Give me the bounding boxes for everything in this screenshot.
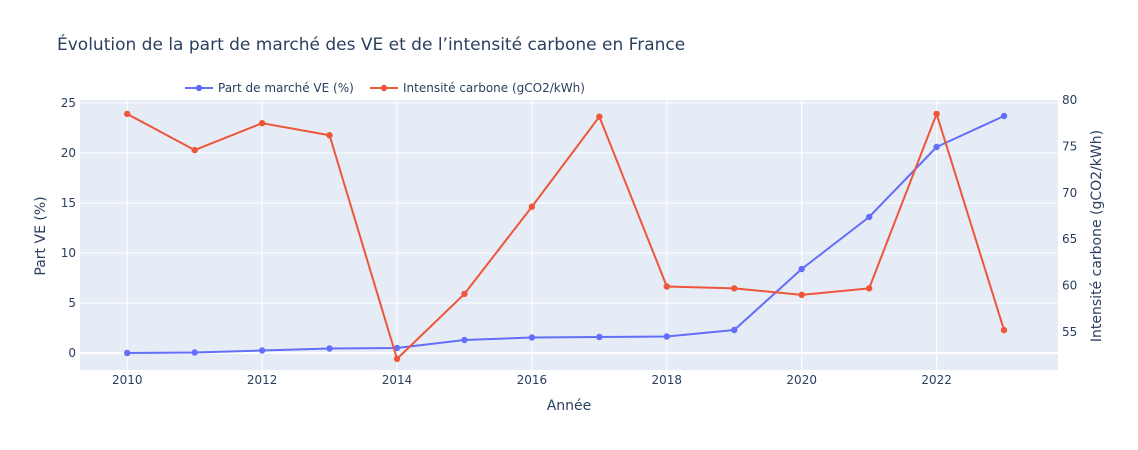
data-point-series-2: [865, 285, 873, 292]
data-point-series-2: [731, 285, 738, 292]
x-tick-label: 2012: [247, 373, 278, 387]
data-point-series-2: [528, 203, 536, 210]
data-point-series-2: [191, 146, 198, 154]
data-point-series-1: [393, 344, 401, 352]
data-point-series-1: [258, 347, 266, 354]
y-tick-label: 0: [68, 346, 76, 360]
data-point-series-1: [191, 349, 198, 356]
legend-label-1: Part de marché VE (%): [218, 81, 354, 95]
y-axis-title: Part VE (%): [33, 196, 49, 275]
y-tick-label: 5: [68, 296, 76, 310]
data-point-series-2: [461, 290, 468, 298]
y2-axis-title: Intensité carbone (gCO2/kWh): [1089, 130, 1105, 342]
legend: Part de marché VE (%) Intensité carbone (…: [180, 76, 596, 100]
data-point-series-1: [798, 265, 805, 273]
data-point-series-1: [731, 326, 738, 334]
data-point-series-1: [865, 213, 873, 221]
x-tick-label: 2022: [921, 373, 952, 387]
x-tick-label: 2014: [382, 373, 413, 387]
x-tick-label: 2016: [517, 373, 548, 387]
x-axis-ticks: 2010 2012 2014 2016 2018 2020 2022: [112, 373, 952, 387]
data-point-series-1: [596, 333, 603, 341]
y-tick-label: 25: [61, 96, 76, 110]
legend-marker-2: [380, 84, 388, 92]
series-layer: [124, 110, 1008, 363]
y2-axis-ticks: 55 60 65 70 75 80: [1062, 93, 1077, 339]
y-tick-label: 15: [61, 196, 76, 210]
series-line-1: [127, 115, 1005, 354]
chart-title: Évolution de la part de marché des VE et…: [57, 33, 685, 55]
y-axis-ticks: 0 5 10 15 20 25: [61, 96, 76, 360]
data-point-series-2: [596, 113, 603, 120]
series-line-2: [126, 112, 1005, 360]
data-point-series-1: [326, 345, 333, 352]
x-axis-title: Année: [547, 398, 592, 414]
data-point-series-2: [798, 291, 805, 299]
data-point-series-2: [326, 132, 333, 139]
x-tick-label: 2018: [652, 373, 683, 387]
y2-tick-label: 65: [1062, 232, 1077, 246]
y-tick-label: 10: [61, 246, 76, 260]
plot-area: [80, 100, 1058, 370]
data-point-series-1: [124, 349, 131, 357]
data-point-series-1: [528, 334, 536, 341]
data-point-series-2: [1000, 326, 1008, 334]
data-point-series-2: [124, 110, 131, 118]
y2-tick-label: 55: [1062, 325, 1077, 339]
y2-tick-label: 80: [1062, 93, 1077, 107]
y2-tick-label: 70: [1062, 186, 1077, 200]
y-tick-label: 20: [61, 146, 76, 160]
legend-label-2: Intensité carbone (gCO2/kWh): [403, 81, 585, 95]
data-point-series-1: [461, 336, 468, 344]
y2-tick-label: 60: [1062, 279, 1077, 293]
data-point-series-2: [258, 119, 266, 127]
data-point-series-1: [663, 333, 670, 340]
x-tick-label: 2020: [786, 373, 817, 387]
data-point-series-1: [1000, 112, 1008, 120]
data-point-series-2: [393, 355, 401, 363]
data-point-series-2: [663, 283, 670, 290]
y2-tick-label: 75: [1062, 139, 1077, 153]
data-point-series-2: [933, 110, 940, 118]
x-tick-label: 2010: [112, 373, 143, 387]
data-point-series-1: [933, 143, 940, 151]
legend-marker-1: [195, 84, 203, 92]
